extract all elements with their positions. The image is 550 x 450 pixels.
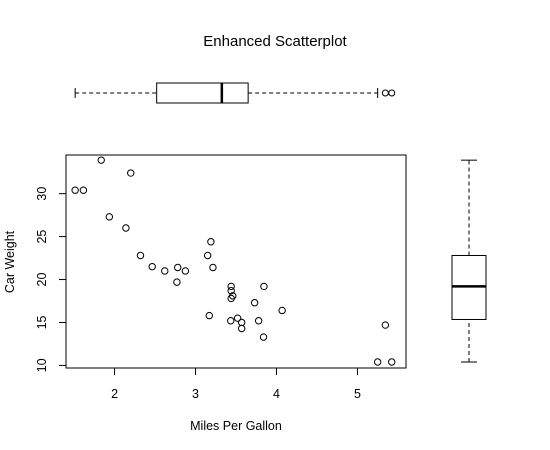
data-point bbox=[227, 282, 235, 291]
x-tick-label: 3 bbox=[192, 387, 199, 401]
x-boxplot-box bbox=[156, 82, 249, 104]
data-point bbox=[209, 263, 217, 272]
x-boxplot-outlier bbox=[381, 89, 389, 97]
data-point bbox=[254, 317, 263, 325]
data-point bbox=[259, 333, 268, 341]
data-point bbox=[373, 358, 382, 366]
data-point bbox=[233, 314, 242, 322]
data-point bbox=[278, 306, 286, 315]
data-point bbox=[79, 186, 88, 194]
x-tick-label: 5 bbox=[354, 387, 361, 401]
data-point bbox=[136, 251, 145, 260]
data-point bbox=[174, 263, 182, 272]
plot-frame bbox=[65, 154, 407, 369]
x-tick-label: 4 bbox=[273, 387, 280, 401]
data-point bbox=[227, 287, 235, 295]
y-tick-label: 30 bbox=[35, 187, 49, 201]
y-tick-label: 10 bbox=[35, 358, 49, 372]
data-point bbox=[122, 224, 130, 232]
y-tick-label: 25 bbox=[35, 230, 49, 244]
y-tick-label: 20 bbox=[35, 273, 49, 287]
data-point bbox=[260, 282, 268, 291]
y-axis-label: Car Weight bbox=[3, 230, 17, 293]
data-point bbox=[173, 278, 181, 286]
data-point bbox=[237, 324, 246, 333]
x-tick-label: 2 bbox=[111, 387, 118, 401]
chart-title: Enhanced Scatterplot bbox=[203, 33, 347, 50]
data-point bbox=[161, 267, 169, 275]
x-boxplot-outlier bbox=[388, 89, 396, 97]
data-point bbox=[250, 299, 259, 307]
data-point bbox=[127, 169, 135, 177]
data-point bbox=[97, 156, 105, 164]
data-point bbox=[388, 358, 396, 366]
data-point bbox=[205, 311, 213, 320]
data-point bbox=[148, 262, 156, 271]
data-point bbox=[381, 321, 390, 329]
data-point bbox=[105, 213, 114, 221]
data-point bbox=[227, 317, 235, 325]
data-point bbox=[229, 292, 237, 300]
data-point bbox=[203, 251, 212, 260]
y-tick-label: 15 bbox=[35, 315, 49, 329]
data-point bbox=[181, 267, 190, 275]
data-point bbox=[71, 186, 79, 194]
data-point bbox=[237, 318, 246, 327]
data-point bbox=[207, 238, 215, 246]
x-axis-label: Miles Per Gallon bbox=[190, 419, 282, 433]
